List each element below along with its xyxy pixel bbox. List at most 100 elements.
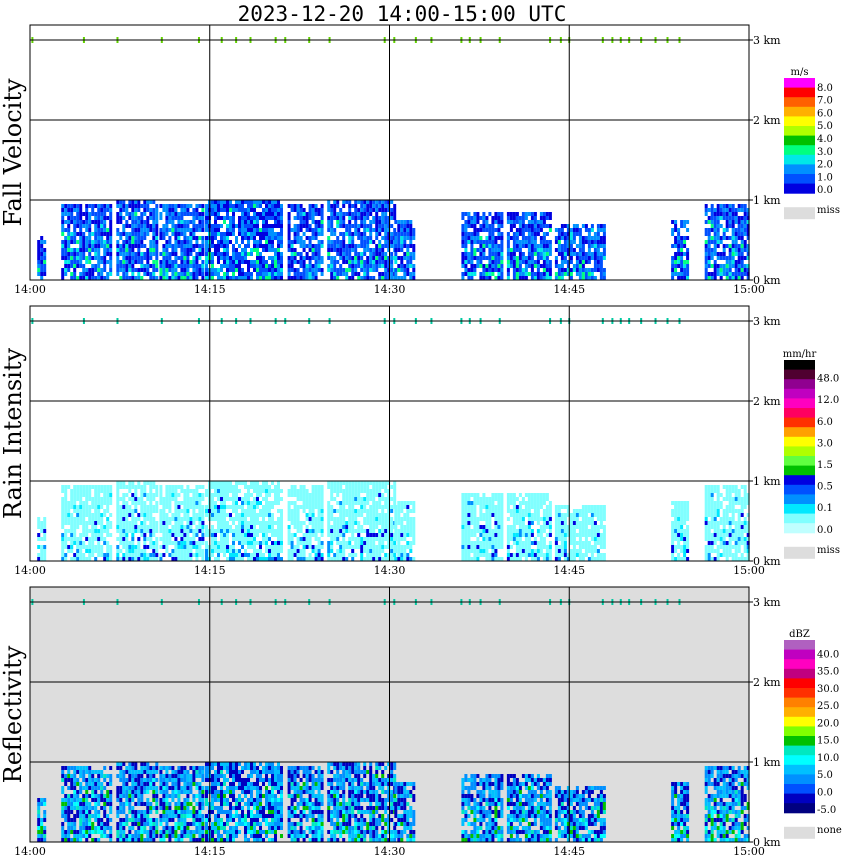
echo-cell xyxy=(277,264,280,268)
echo-cell xyxy=(360,216,364,220)
echo-cell xyxy=(155,268,159,272)
echo-cell xyxy=(357,485,361,489)
echo-cell xyxy=(177,505,181,509)
echo-cell xyxy=(470,493,474,497)
echo-cell xyxy=(241,545,244,549)
echo-cell xyxy=(91,505,95,509)
colorbar-swatch xyxy=(784,164,815,175)
echo-cell xyxy=(211,493,214,497)
echo-cell xyxy=(710,228,714,232)
echo-cell xyxy=(345,212,349,216)
echo-cell xyxy=(366,489,370,493)
echo-cell xyxy=(211,236,214,240)
echo-cell xyxy=(82,268,86,272)
echo-cell xyxy=(217,260,220,264)
echo-cell xyxy=(384,517,388,521)
echo-cell xyxy=(146,481,150,485)
echo-cell xyxy=(731,248,735,252)
echo-cell xyxy=(596,232,600,236)
echo-cell xyxy=(122,517,126,521)
echo-cell xyxy=(330,481,334,485)
echo-cell xyxy=(713,264,717,268)
echo-cell xyxy=(256,501,259,505)
echo-cell xyxy=(412,236,416,240)
echo-cell xyxy=(232,517,235,521)
echo-cell xyxy=(159,212,163,216)
echo-cell xyxy=(85,497,89,501)
echo-cell xyxy=(387,553,391,557)
echo-cell xyxy=(336,533,340,537)
echo-cell xyxy=(268,557,271,561)
echo-cell xyxy=(140,212,144,216)
echo-cell xyxy=(143,549,147,553)
echo-cell xyxy=(497,537,501,541)
echo-cell xyxy=(211,501,214,505)
echo-cell xyxy=(713,272,717,276)
echo-cell xyxy=(287,489,291,493)
echo-cell xyxy=(497,268,501,272)
echo-cell xyxy=(728,224,732,228)
echo-cell xyxy=(563,240,567,244)
echo-cell xyxy=(250,216,253,220)
echo-cell xyxy=(265,260,268,264)
echo-cell xyxy=(533,260,537,264)
echo-cell xyxy=(545,264,549,268)
echo-cell xyxy=(238,489,241,493)
echo-cell xyxy=(268,501,271,505)
echo-cell xyxy=(476,529,480,533)
echo-cell xyxy=(271,272,274,276)
echo-cell xyxy=(253,236,256,240)
echo-cell xyxy=(174,272,178,276)
echo-cell xyxy=(165,244,169,248)
echo-cell xyxy=(599,228,603,232)
echo-cell xyxy=(250,517,253,521)
echo-cell xyxy=(262,485,265,489)
echo-cell xyxy=(351,505,355,509)
echo-cell xyxy=(79,549,83,553)
echo-cell xyxy=(412,232,416,236)
echo-cell xyxy=(497,216,501,220)
echo-cell xyxy=(491,553,495,557)
echo-cell xyxy=(345,493,349,497)
echo-cell xyxy=(70,240,74,244)
echo-cell xyxy=(174,212,178,216)
echo-cell xyxy=(140,236,144,240)
echo-cell xyxy=(171,489,175,493)
echo-cell xyxy=(149,216,153,220)
echo-cell xyxy=(88,529,92,533)
echo-cell xyxy=(64,264,68,268)
echo-cell xyxy=(262,272,265,276)
echo-cell xyxy=(461,517,465,521)
echo-cell xyxy=(40,264,44,268)
echo-cell xyxy=(262,517,265,521)
echo-cell xyxy=(70,529,74,533)
echo-cell xyxy=(67,220,71,224)
echo-cell xyxy=(357,521,361,525)
echo-cell xyxy=(177,236,181,240)
echo-cell xyxy=(302,493,306,497)
echo-cell xyxy=(241,553,244,557)
echo-cell xyxy=(390,212,394,216)
echo-cell xyxy=(128,541,132,545)
echo-cell xyxy=(159,489,163,493)
echo-cell xyxy=(73,268,77,272)
echo-cell xyxy=(109,533,113,537)
echo-cell xyxy=(189,505,193,509)
echo-cell xyxy=(88,513,92,517)
echo-cell xyxy=(143,256,147,260)
echo-cell xyxy=(94,497,98,501)
echo-cell xyxy=(171,493,175,497)
echo-cell xyxy=(290,553,294,557)
y-tick-label: 2 km xyxy=(753,114,781,127)
echo-cell xyxy=(406,256,410,260)
echo-cell xyxy=(406,501,410,505)
echo-cell xyxy=(280,541,283,545)
echo-cell xyxy=(274,224,277,228)
echo-cell xyxy=(354,501,358,505)
echo-cell xyxy=(363,272,367,276)
echo-cell xyxy=(360,489,364,493)
echo-cell xyxy=(180,557,184,561)
echo-cell xyxy=(375,232,379,236)
echo-cell xyxy=(265,264,268,268)
echo-cell xyxy=(85,533,89,537)
